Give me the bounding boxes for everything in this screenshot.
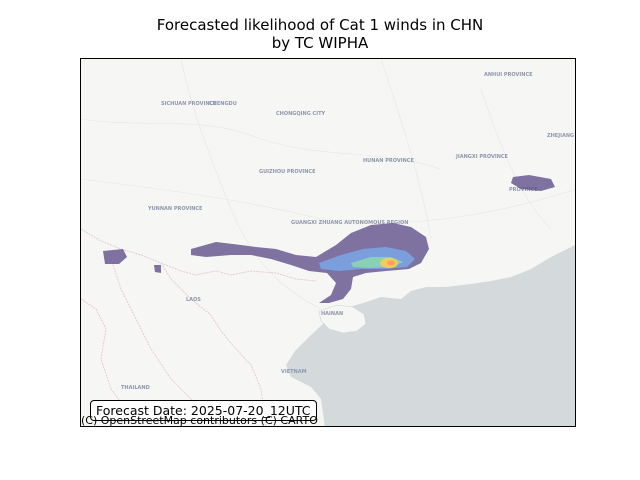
hainan-island bbox=[318, 304, 367, 334]
label-yunnan: YUNNAN PROVINCE bbox=[147, 206, 203, 212]
probability-core-peak bbox=[387, 260, 395, 266]
label-hainan: HAINAN bbox=[321, 311, 343, 317]
forecast-date-badge: Forecast Date: 2025-07-20_12UTC bbox=[90, 400, 317, 421]
sea-area bbox=[286, 245, 575, 426]
taiwan-coast bbox=[569, 204, 575, 233]
basemap-lines bbox=[81, 59, 575, 310]
wind-probability-overlay bbox=[103, 175, 555, 303]
probability-patch-small bbox=[154, 265, 161, 273]
label-sichuan: SICHUAN PROVINCE bbox=[161, 101, 217, 107]
label-laos: LAOS bbox=[186, 297, 201, 303]
probability-patch-west bbox=[103, 249, 127, 264]
label-jiangxi: JIANGXI PROVINCE bbox=[455, 154, 509, 160]
forecast-date-text: Forecast Date: 2025-07-20_12UTC bbox=[96, 403, 311, 418]
label-chongqing: CHONGQING CITY bbox=[276, 111, 325, 117]
label-zhejiang: ZHEJIANG bbox=[547, 133, 574, 139]
label-guizhou: GUIZHOU PROVINCE bbox=[259, 169, 316, 175]
label-vietnam: VIETNAM bbox=[281, 369, 307, 375]
probability-envelope-main bbox=[191, 223, 429, 303]
chart-subtitle: by TC WIPHA bbox=[271, 34, 369, 52]
basemap: SICHUAN PROVINCE CHENGDU CHONGQING CITY … bbox=[81, 59, 575, 426]
label-thailand: THAILAND bbox=[121, 385, 150, 391]
map-attribution: (C) OpenStreetMap contributors (C) CARTO bbox=[81, 414, 318, 427]
label-hunan: HUNAN PROVINCE bbox=[363, 158, 414, 164]
map-panel[interactable]: SICHUAN PROVINCE CHENGDU CHONGQING CITY … bbox=[80, 58, 576, 427]
place-labels: SICHUAN PROVINCE CHENGDU CHONGQING CITY … bbox=[121, 72, 574, 391]
label-province-east: PROVINCE bbox=[509, 187, 538, 193]
label-anhui: ANHUI PROVINCE bbox=[484, 72, 533, 78]
label-guangxi: GUANGXI ZHUANG AUTONOMOUS REGION bbox=[291, 220, 408, 226]
chart-title: Forecasted likelihood of Cat 1 winds in … bbox=[156, 16, 484, 34]
probability-patch-east bbox=[511, 175, 555, 191]
label-chengdu: CHENGDU bbox=[209, 101, 237, 107]
